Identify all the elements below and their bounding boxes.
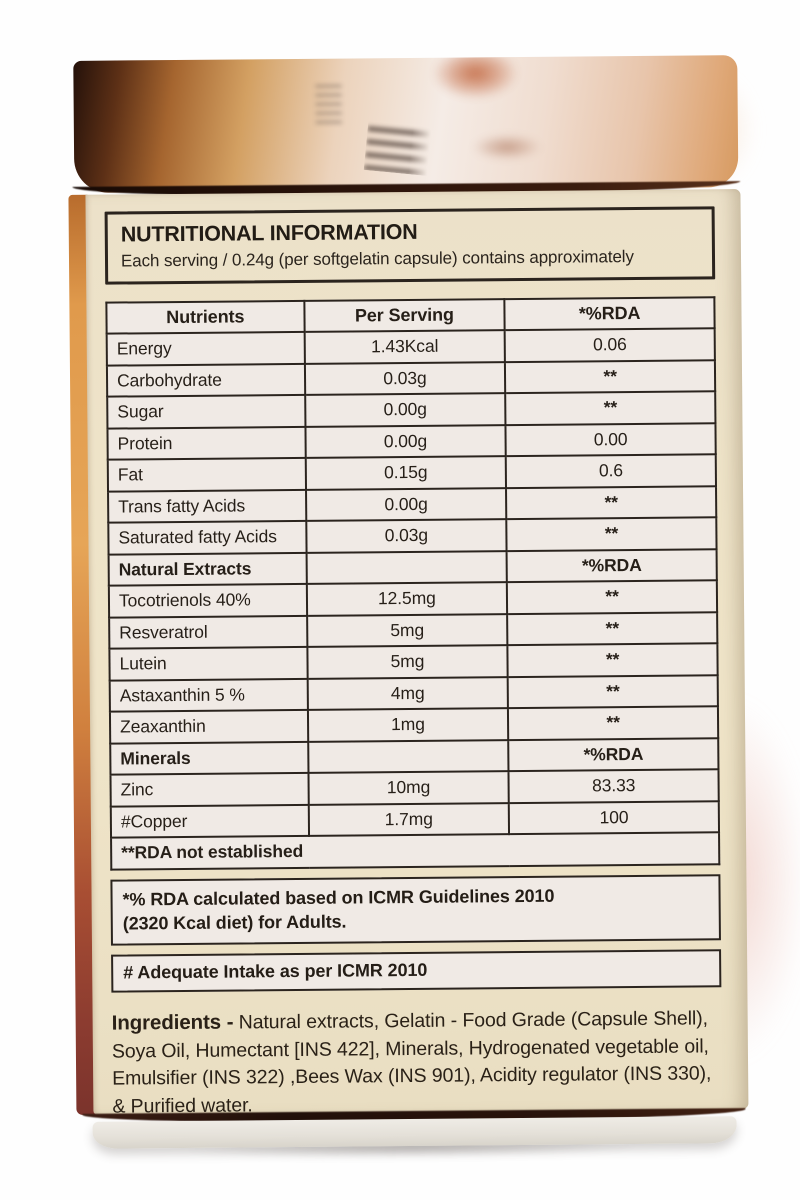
supplement-box: NUTRITIONAL INFORMATION Each serving / 0…: [67, 55, 749, 1163]
flap-shade-blur: [472, 133, 543, 160]
rda-not-established-note: **RDA not established: [111, 832, 720, 870]
nutrition-title: NUTRITIONAL INFORMATION: [120, 219, 418, 247]
box-bottom-flap: [92, 1116, 737, 1149]
ingredients-label: Ingredients -: [111, 1010, 234, 1036]
table-row: Astaxanthin 5 % 4mg **: [109, 674, 718, 712]
header-nutrients: Nutrients: [106, 300, 305, 334]
header-rda: *%RDA: [504, 296, 715, 331]
flap-flower-logo-blur: [431, 55, 519, 100]
ingredients-paragraph: Ingredients - Natural extracts, Gelatin …: [112, 1005, 723, 1121]
table-row: Zeaxanthin 1mg **: [109, 706, 719, 744]
adequate-intake-note: # Adequate Intake as per ICMR 2010: [111, 949, 722, 994]
flap-small-text-blur: [315, 79, 343, 124]
table-row: Lutein 5mg **: [109, 643, 718, 681]
table-footnote-row: **RDA not established: [111, 832, 720, 870]
box-top-flap: [73, 55, 739, 193]
rda-calculation-note: *% RDA calculated based on ICMR Guidelin…: [110, 873, 721, 946]
table-row: Zinc 10mg 83.33: [110, 769, 719, 807]
table-row: #Copper 1.7mg 100: [110, 800, 720, 838]
flap-rotated-text-blur: [363, 118, 433, 177]
table-row: Tocotrienols 40% 12.5mg **: [108, 580, 718, 618]
rda-calc-line-2: (2320 Kcal diet) for Adults.: [122, 911, 347, 934]
table-row: Protein 0.00g 0.00: [107, 422, 716, 460]
table-section-natural-extracts: Natural Extracts *%RDA: [108, 548, 717, 586]
table-section-minerals: Minerals *%RDA: [110, 737, 719, 775]
table-row: Trans fatty Acids 0.00g **: [108, 485, 717, 523]
serving-line: Each serving / 0.24g (per softgelatin ca…: [120, 246, 634, 271]
nutrition-table: Nutrients Per Serving *%RDA Energy 1.43K…: [105, 295, 721, 871]
table-row: Fat 0.15g 0.6: [107, 454, 716, 492]
header-per-serving: Per Serving: [303, 298, 505, 332]
nutrition-title-box: NUTRITIONAL INFORMATION Each serving / 0…: [104, 206, 716, 285]
nutrition-panel: NUTRITIONAL INFORMATION Each serving / 0…: [85, 189, 749, 1117]
table-row: Sugar 0.00g **: [107, 391, 716, 429]
table-row: Carbohydrate 0.03g **: [106, 359, 716, 397]
table-header-row: Nutrients Per Serving *%RDA: [106, 296, 715, 334]
table-row: Energy 1.43Kcal 0.06: [106, 328, 715, 366]
table-row: Saturated fatty Acids 0.03g **: [108, 517, 717, 555]
table-row: Resveratrol 5mg **: [109, 611, 718, 649]
